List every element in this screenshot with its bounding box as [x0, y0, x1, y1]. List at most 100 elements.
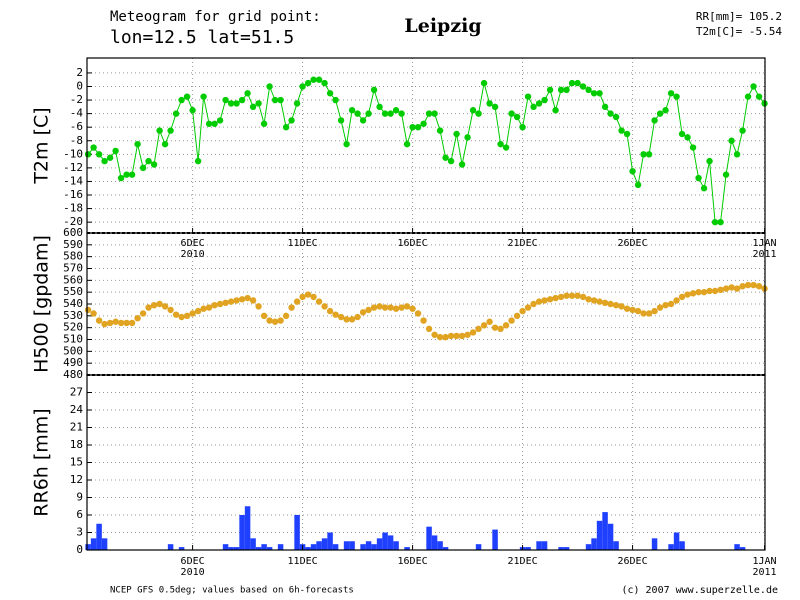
marker [519, 307, 526, 315]
marker [425, 325, 433, 333]
y-tick-label: -4 [70, 107, 84, 120]
marker [557, 293, 565, 301]
y-tick-label: 600 [63, 226, 83, 239]
marker [370, 304, 378, 311]
bar [90, 538, 97, 550]
marker [106, 154, 114, 161]
bar [613, 541, 619, 550]
marker [216, 300, 224, 308]
location: Leipzig [404, 15, 481, 37]
marker [211, 301, 218, 309]
bar [261, 544, 267, 550]
bar [679, 541, 685, 550]
marker [662, 301, 669, 309]
bar [244, 506, 251, 550]
marker [629, 168, 636, 175]
marker [332, 96, 339, 104]
marker [387, 110, 394, 117]
marker [194, 157, 202, 165]
marker [348, 316, 356, 323]
marker [222, 96, 229, 104]
marker [568, 292, 576, 299]
marker [271, 96, 279, 104]
y-tick-label: 0 [76, 79, 83, 92]
bar [492, 529, 498, 550]
marker [480, 322, 488, 329]
bar [349, 541, 355, 550]
y-tick-label: 3 [76, 526, 83, 539]
bar [233, 547, 240, 550]
marker [574, 79, 581, 87]
y-tick-label: -18 [63, 202, 83, 215]
y-tick-label: -8 [70, 134, 83, 147]
marker [167, 306, 174, 314]
y-tick-label: 490 [63, 356, 83, 369]
marker [161, 303, 169, 310]
marker [689, 144, 697, 151]
marker [332, 311, 339, 318]
marker [205, 120, 213, 127]
marker [563, 86, 570, 94]
bar [668, 544, 674, 550]
marker [233, 100, 240, 107]
x-tick-year: 2010 [181, 249, 205, 260]
stat: RR[mm]= 105.2 [696, 10, 782, 23]
marker [684, 291, 691, 298]
marker [711, 287, 719, 295]
marker [277, 96, 284, 104]
marker [211, 120, 218, 127]
marker [288, 304, 295, 311]
bar [310, 544, 317, 550]
marker [370, 86, 378, 94]
bar [525, 547, 531, 550]
marker [519, 123, 526, 131]
marker [315, 298, 323, 305]
marker [530, 300, 537, 308]
x-tick-label: 26DEC [618, 238, 648, 249]
y-tick-label: 480 [63, 368, 83, 381]
axis-label: H500 [gpdam] [31, 235, 53, 373]
x-tick-label: 26DEC [618, 556, 648, 567]
bar [327, 532, 333, 550]
marker [508, 317, 515, 324]
marker [744, 281, 752, 289]
marker [293, 100, 301, 107]
footer: (c) 2007 www.superzelle.de [621, 585, 778, 596]
footer: NCEP GFS 0.5deg; values based on 6h-fore… [110, 586, 354, 596]
y-tick-label: -20 [63, 215, 83, 228]
marker [700, 288, 708, 296]
bar [305, 547, 311, 550]
marker [227, 298, 235, 305]
panel-frame [86, 57, 766, 234]
marker [634, 181, 642, 189]
marker [244, 90, 251, 97]
marker [117, 319, 125, 327]
marker [513, 113, 521, 121]
marker [398, 110, 405, 117]
marker [442, 333, 449, 341]
marker [266, 317, 273, 324]
marker [172, 311, 180, 318]
marker [172, 110, 180, 117]
marker [728, 137, 735, 144]
marker [535, 100, 543, 107]
marker [392, 305, 400, 312]
marker [524, 93, 532, 100]
title: Meteogram for grid point: [110, 9, 321, 25]
bar [602, 512, 608, 550]
marker [447, 157, 455, 165]
marker [535, 298, 543, 305]
marker [717, 218, 724, 226]
marker [238, 296, 246, 303]
y-tick-label: 0 [76, 543, 83, 556]
axis-label: T2m [C] [31, 107, 53, 184]
marker [524, 304, 532, 311]
marker [502, 144, 510, 151]
marker [656, 110, 664, 117]
marker [453, 332, 460, 340]
bar [541, 541, 548, 550]
marker [623, 305, 631, 312]
bar [442, 547, 449, 550]
marker [469, 329, 477, 336]
